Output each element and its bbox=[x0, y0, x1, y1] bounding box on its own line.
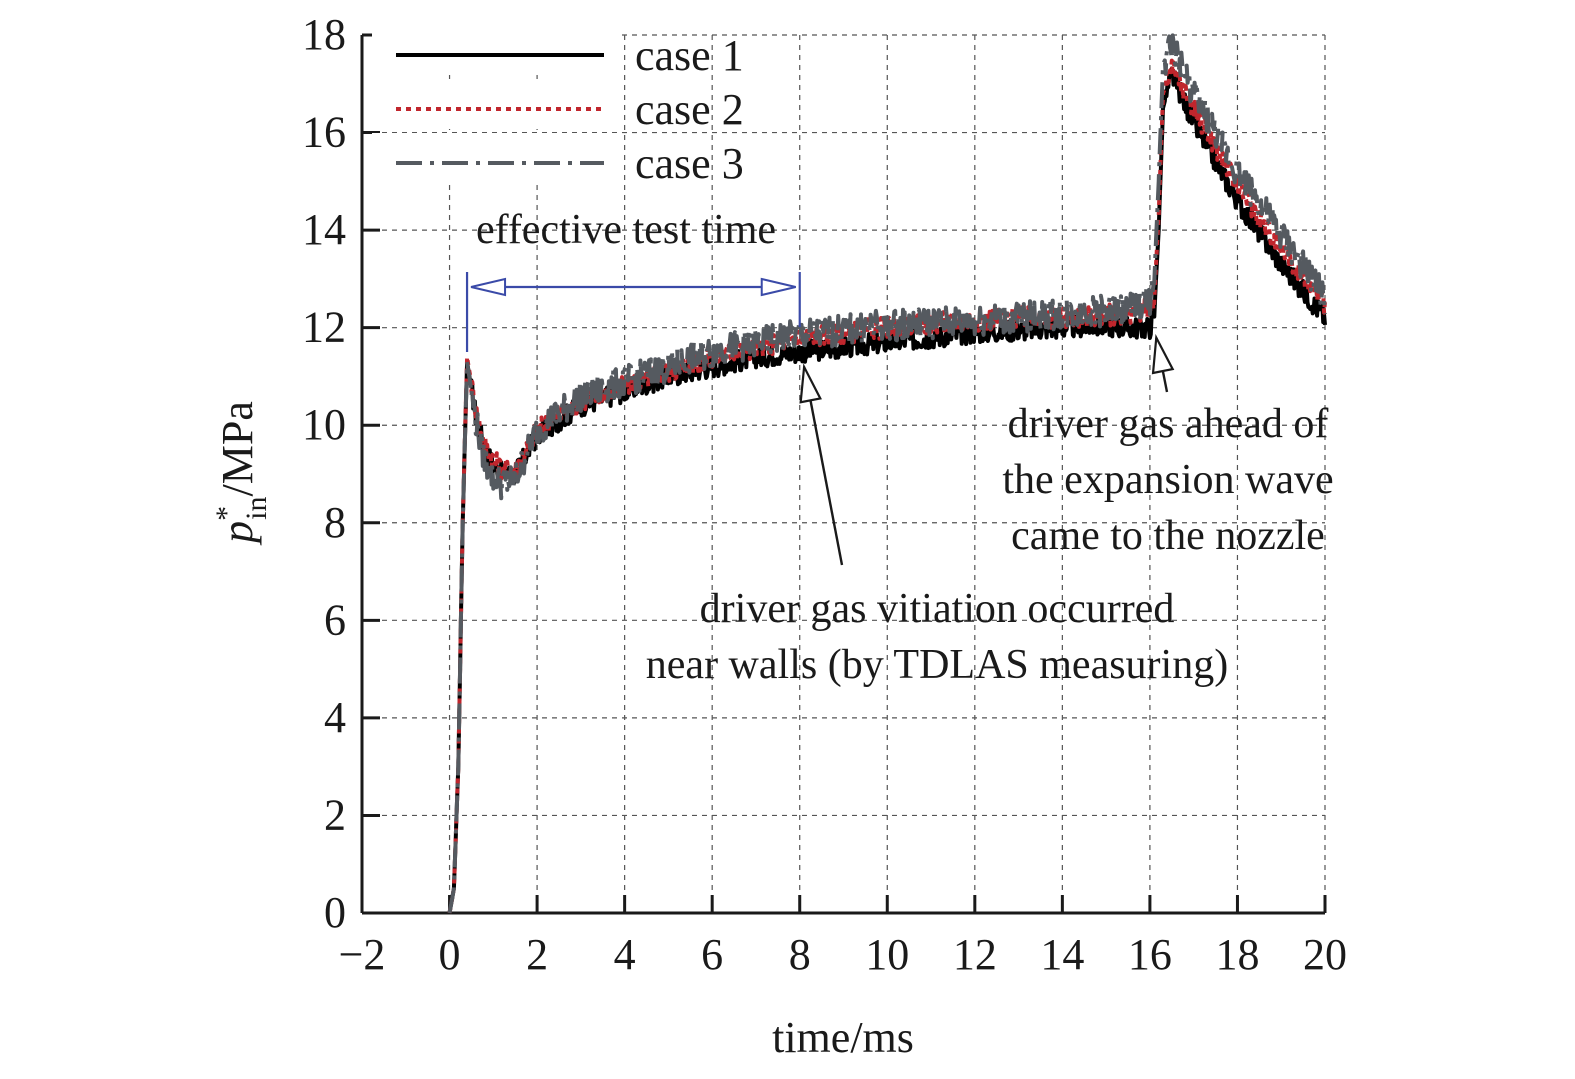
gridlines bbox=[362, 34, 1326, 913]
legend-label-2: case 2 bbox=[635, 85, 744, 134]
y-axis-title: p*in/MPa bbox=[210, 401, 273, 546]
x-axis-title: time/ms bbox=[772, 1013, 914, 1062]
x-tick-label: 18 bbox=[1215, 930, 1259, 979]
legend-bg bbox=[372, 25, 622, 75]
x-tick-label: 8 bbox=[789, 930, 811, 979]
y-axis-title-sub: in bbox=[240, 497, 273, 520]
legend-label-1: case 1 bbox=[635, 31, 744, 80]
y-axis-title-base: p bbox=[213, 521, 262, 546]
x-tick-label: 4 bbox=[614, 930, 636, 979]
test-time-arrowhead-left bbox=[470, 277, 507, 297]
vitiation-label-line-1: driver gas vitiation occurred bbox=[700, 586, 1175, 632]
x-tick-label: 14 bbox=[1040, 930, 1084, 979]
driver-gas-label-line-3: came to the nozzle bbox=[1011, 513, 1325, 559]
x-tick-label: 2 bbox=[526, 930, 548, 979]
y-tick-label: 18 bbox=[302, 10, 346, 59]
effective-test-time-label: effective test time bbox=[476, 207, 776, 253]
legend-bg bbox=[372, 133, 622, 183]
legend-label-3: case 3 bbox=[635, 139, 744, 188]
y-tick-label: 2 bbox=[324, 790, 346, 839]
y-axis-title-sup: * bbox=[210, 506, 243, 521]
x-tick-label: 6 bbox=[701, 930, 723, 979]
driver-gas-label-line-2: the expansion wave bbox=[1002, 457, 1333, 503]
y-tick-label: 8 bbox=[324, 498, 346, 547]
y-axis-title-unit: /MPa bbox=[213, 401, 262, 496]
driver-gas-label-line-1: driver gas ahead of bbox=[1008, 401, 1329, 447]
y-tick-label: 10 bbox=[302, 400, 346, 449]
annotations: effective test time driver gas vitiation … bbox=[465, 207, 1334, 688]
y-tick-label: 6 bbox=[324, 595, 346, 644]
x-tick-label: 0 bbox=[439, 930, 461, 979]
y-tick-label: 12 bbox=[302, 303, 346, 352]
x-tick-label: 20 bbox=[1303, 930, 1347, 979]
driver-gas-arrowhead bbox=[1151, 333, 1175, 375]
x-tick-label: 16 bbox=[1128, 930, 1172, 979]
legend: case 1 case 2 case 3 bbox=[372, 25, 744, 188]
x-tick-label: 12 bbox=[953, 930, 997, 979]
series-lines bbox=[447, 33, 1327, 914]
x-tick-label: 10 bbox=[865, 930, 909, 979]
x-tick-label: −2 bbox=[339, 930, 386, 979]
axis-titles: time/ms p*in/MPa bbox=[210, 401, 914, 1062]
test-time-arrowhead-right bbox=[760, 277, 796, 297]
y-tick-label: 16 bbox=[302, 108, 346, 157]
y-tick-label: 4 bbox=[324, 693, 346, 742]
vitiation-label-line-2: near walls (by TDLAS measuring) bbox=[646, 642, 1228, 688]
legend-bg bbox=[372, 79, 622, 129]
series-line-3 bbox=[447, 33, 1327, 914]
vitiation-arrowhead bbox=[799, 363, 822, 404]
y-tick-label: 0 bbox=[324, 888, 346, 937]
y-tick-label: 14 bbox=[302, 205, 346, 254]
